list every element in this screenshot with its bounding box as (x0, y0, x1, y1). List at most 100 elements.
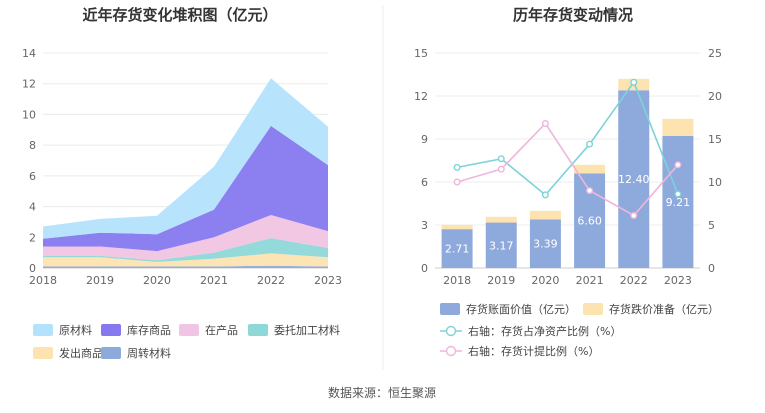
legend-swatch (33, 347, 53, 359)
bar-book-value (662, 135, 694, 268)
bar-chart-data-labels: 2.71 3.17 3.39 6.60 12.40 9.21 (445, 173, 690, 255)
bar-chart-title: 历年存货变动情况 (513, 6, 633, 24)
line-point (497, 155, 505, 163)
bar-chart-legend: 存货账面价值（亿元） 存货跌价准备（亿元） 右轴：存货占净资产比例（%） 右轴：存货计… (440, 302, 719, 358)
area-chart-y-axis: 0 2 4 6 8 10 12 14 (22, 47, 36, 275)
line-point (586, 187, 594, 195)
y-tick-label: 0 (29, 262, 36, 275)
line-point (541, 120, 549, 128)
legend-label: 在产品 (205, 323, 238, 337)
legend-swatch (583, 303, 603, 315)
y-tick-label: 6 (29, 170, 36, 183)
legend-swatch (440, 303, 460, 315)
area-series-委托加工材料 (43, 238, 328, 262)
bar-chart-left-axis: 0 3 6 9 12 15 (414, 47, 428, 275)
x-tick-label: 2021 (200, 274, 228, 287)
legend-marker (445, 325, 457, 337)
legend-label: 右轴：存货占净资产比例（%） (468, 324, 621, 338)
bar-impairment (574, 164, 606, 174)
x-tick-label: 2018 (29, 274, 57, 287)
line-point (630, 78, 638, 86)
legend-label: 存货账面价值（亿元） (466, 302, 576, 316)
area-chart-title: 近年存货变化堆积图（亿元） (82, 6, 277, 24)
y-tick-label: 2 (29, 231, 36, 244)
legend-swatch (101, 347, 121, 359)
area-series-原材料 (43, 78, 328, 239)
line-point (674, 190, 682, 198)
legend-label: 委托加工材料 (274, 323, 340, 337)
bar-book-value (485, 222, 517, 268)
bar-impairment (485, 216, 517, 223)
right-y-tick-label: 10 (708, 176, 722, 189)
x-tick-label: 2022 (620, 274, 648, 287)
left-y-tick-label: 0 (421, 262, 428, 275)
area-chart-plot (43, 78, 328, 268)
y-tick-label: 10 (22, 108, 36, 121)
bar-chart-right-axis: 0 5 10 15 20 25 (708, 47, 722, 275)
bar-data-label: 6.60 (577, 215, 602, 228)
bar-chart-grid (435, 52, 700, 269)
line-point (541, 191, 549, 199)
source-note: 数据来源：恒生聚源 (328, 385, 436, 400)
legend-swatch (179, 324, 199, 336)
area-series-在产品 (43, 215, 328, 261)
legend-label: 周转材料 (127, 346, 171, 360)
line-point (586, 140, 594, 148)
legend-label: 原材料 (59, 323, 92, 337)
area-series-库存商品 (43, 125, 328, 252)
legend-label: 存货跌价准备（亿元） (609, 302, 719, 316)
legend-label: 发出商品 (59, 346, 103, 360)
y-tick-label: 4 (29, 201, 36, 214)
bar-impairment (441, 224, 473, 230)
right-y-tick-label: 15 (708, 133, 722, 146)
bar-impairment (529, 210, 561, 220)
x-tick-label: 2023 (314, 274, 342, 287)
left-y-tick-label: 12 (414, 90, 428, 103)
left-y-tick-label: 15 (414, 47, 428, 60)
left-y-tick-label: 9 (421, 133, 428, 146)
right-y-tick-label: 5 (708, 219, 715, 232)
legend-swatch (33, 324, 53, 336)
bar-data-label: 3.17 (489, 239, 514, 252)
bar-book-value (529, 219, 561, 268)
x-tick-label: 2018 (443, 274, 471, 287)
bar-data-label: 2.71 (445, 243, 470, 256)
bar-data-label: 12.40 (618, 173, 650, 186)
bar-impairment (662, 118, 694, 136)
bar-line-chart: 历年存货变动情况 2.71 3.17 3.39 6.60 12.40 9.21 0 3 6 9 1… (414, 6, 722, 358)
legend-label: 右轴：存货计提比例（%） (468, 344, 599, 358)
y-tick-label: 14 (22, 47, 36, 60)
bar-chart-x-axis: 2018 2019 2020 2021 2022 2023 (443, 274, 692, 287)
area-series-周转材料 (43, 265, 328, 268)
legend-swatch (248, 324, 268, 336)
line-point (497, 165, 505, 173)
bar-chart-lines (453, 78, 682, 220)
legend-label: 库存商品 (127, 323, 171, 337)
legend-marker (445, 345, 457, 357)
line-series (456, 122, 679, 217)
bar-book-value (618, 90, 650, 269)
area-series-发出商品 (43, 253, 328, 267)
line-point (630, 212, 638, 220)
x-tick-label: 2020 (143, 274, 171, 287)
left-y-tick-label: 3 (421, 219, 428, 232)
x-tick-label: 2022 (257, 274, 285, 287)
x-tick-label: 2023 (664, 274, 692, 287)
left-y-tick-label: 6 (421, 176, 428, 189)
x-tick-label: 2020 (531, 274, 559, 287)
legend-swatch (101, 324, 121, 336)
y-tick-label: 12 (22, 78, 36, 91)
x-tick-label: 2019 (487, 274, 515, 287)
line-point (453, 163, 461, 171)
line-point (674, 161, 682, 169)
line-point (453, 178, 461, 186)
line-series (456, 80, 679, 197)
area-chart-x-axis: 2018 2019 2020 2021 2022 2023 (29, 274, 342, 287)
bar-data-label: 3.39 (533, 238, 558, 251)
right-y-tick-label: 20 (708, 90, 722, 103)
x-tick-label: 2019 (86, 274, 114, 287)
x-tick-label: 2021 (576, 274, 604, 287)
